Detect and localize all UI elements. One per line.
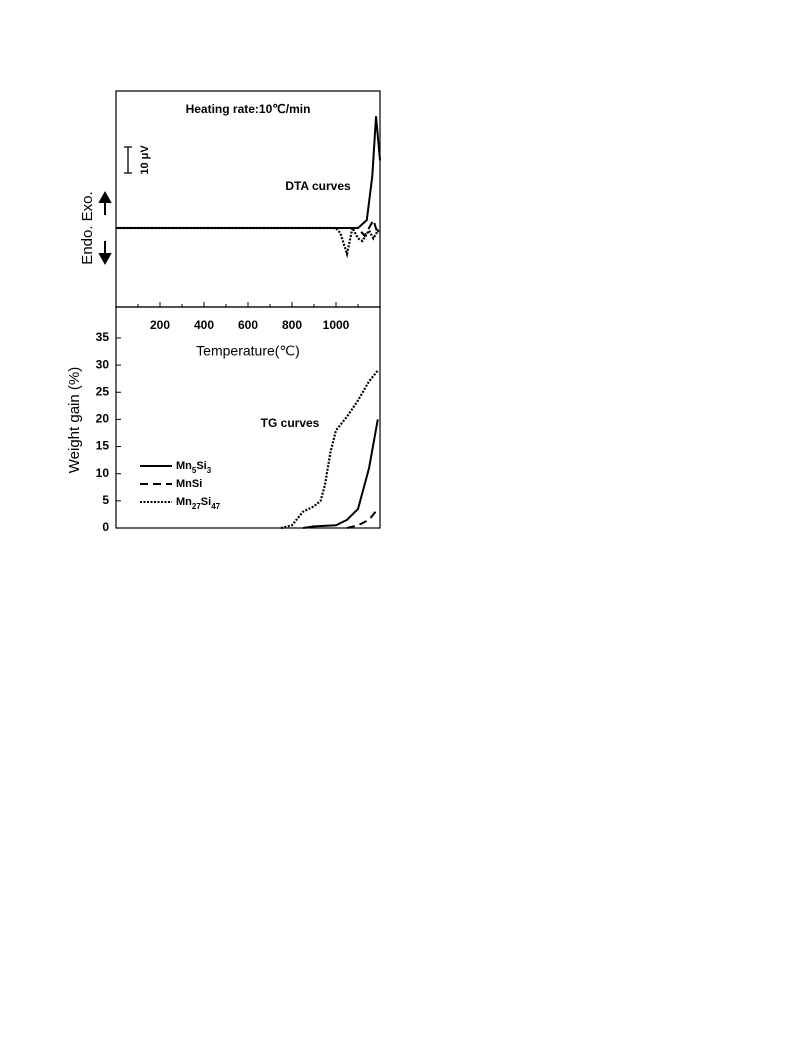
y-tick-label: 10 bbox=[96, 466, 110, 480]
series-line bbox=[116, 116, 381, 229]
dta-frame bbox=[115, 90, 381, 308]
x-tick-label: 400 bbox=[194, 318, 214, 332]
tg-frame bbox=[115, 306, 381, 529]
dta-ylabel: Endo. Exo. bbox=[79, 191, 96, 264]
y-tick-label: 15 bbox=[96, 439, 110, 453]
x-tick-label: 600 bbox=[238, 318, 258, 332]
tg-ylabel: Weight gain (%) bbox=[66, 367, 83, 473]
y-tick-label: 30 bbox=[96, 357, 110, 371]
series-line bbox=[280, 369, 379, 530]
y-tick-label: 20 bbox=[96, 412, 110, 426]
x-tick-label: 800 bbox=[282, 318, 302, 332]
legend-label: Mn5Si3 bbox=[176, 460, 212, 475]
tg-annotation: TG curves bbox=[261, 416, 320, 430]
y-tick-label: 5 bbox=[102, 493, 109, 507]
scale-bar bbox=[124, 146, 132, 174]
series-line bbox=[302, 419, 379, 529]
y-tick-label: 0 bbox=[102, 520, 109, 534]
legend-label: Mn27Si47 bbox=[176, 496, 221, 511]
x-axis-label: Temperature(℃) bbox=[196, 343, 300, 359]
scale-bar-label: 10 μV bbox=[139, 145, 151, 175]
x-tick-label: 200 bbox=[150, 318, 170, 332]
series-line bbox=[346, 508, 379, 529]
dta-title: Heating rate:10℃/min bbox=[186, 102, 311, 116]
endo-exo-arrows bbox=[98, 190, 112, 266]
x-tick-label: 1000 bbox=[323, 318, 350, 332]
y-tick-label: 35 bbox=[96, 330, 110, 344]
dta-annotation: DTA curves bbox=[285, 179, 351, 193]
legend-label: MnSi bbox=[176, 478, 202, 490]
y-tick-label: 25 bbox=[96, 384, 110, 398]
series-line bbox=[116, 224, 381, 259]
series-line bbox=[116, 217, 381, 238]
